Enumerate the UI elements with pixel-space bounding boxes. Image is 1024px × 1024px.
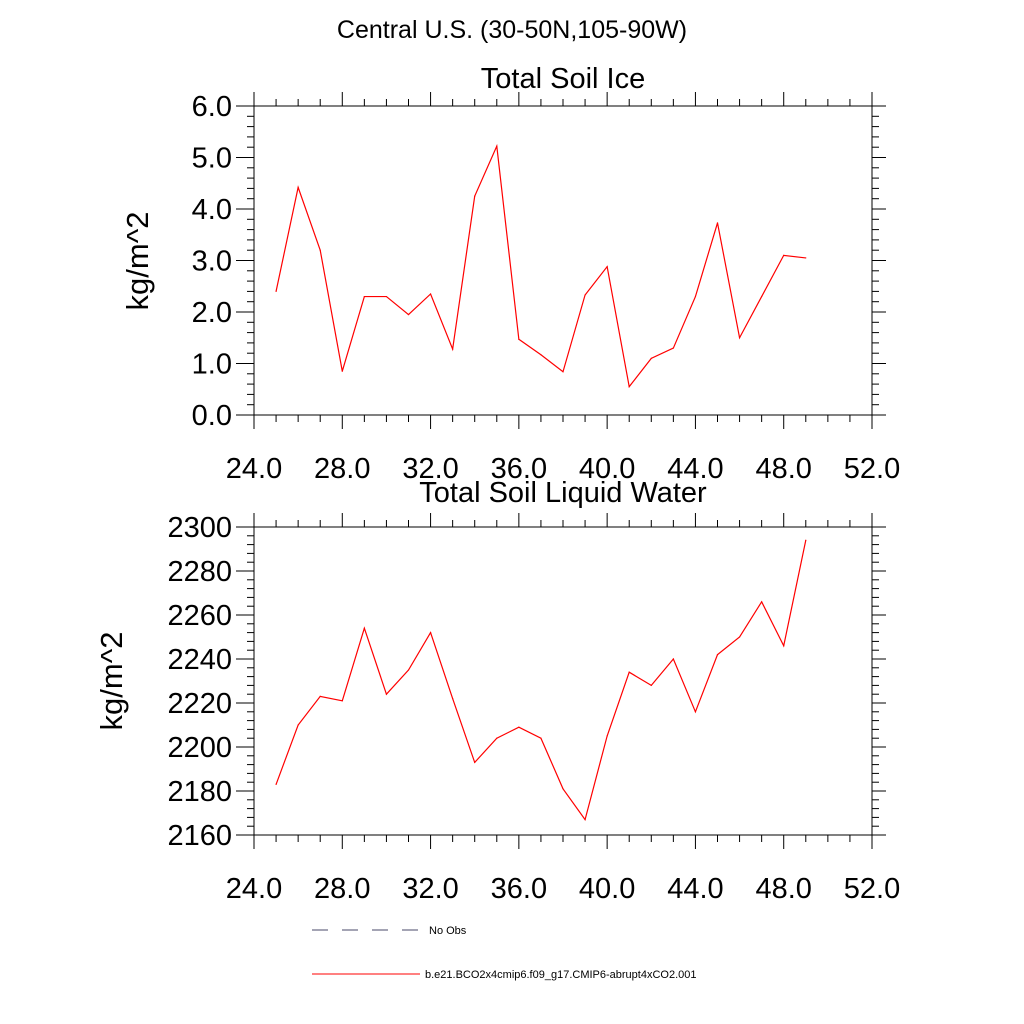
x-tick-label: 32.0 bbox=[402, 873, 458, 905]
data-point bbox=[562, 788, 564, 790]
data-point bbox=[694, 711, 697, 713]
data-point bbox=[783, 254, 785, 256]
x-tick-label: 40.0 bbox=[579, 873, 635, 905]
y-tick-label: 3.0 bbox=[192, 246, 232, 278]
data-point bbox=[385, 693, 388, 695]
x-tick-label: 36.0 bbox=[491, 453, 547, 485]
data-point bbox=[452, 348, 454, 350]
data-point bbox=[738, 636, 741, 638]
data-point bbox=[540, 354, 542, 356]
chart-total-soil-ice: Total Soil Ice kg/m^2 24.0 28.0 32.0 36.0 40.0… bbox=[120, 63, 900, 485]
y-tick-label: 2300 bbox=[167, 512, 232, 544]
y-tick-label: 2180 bbox=[167, 776, 232, 808]
y-tick-label: 2220 bbox=[167, 688, 232, 720]
data-point bbox=[363, 627, 365, 629]
data-point bbox=[650, 357, 652, 359]
data-point bbox=[474, 761, 476, 764]
y-tick-label: 2280 bbox=[167, 556, 232, 588]
data-point bbox=[738, 337, 741, 339]
x-tick-label: 24.0 bbox=[226, 873, 282, 905]
x-tick-label: 44.0 bbox=[667, 873, 723, 905]
data-point bbox=[628, 671, 630, 673]
chart-title: Total Soil Liquid Water bbox=[419, 477, 707, 509]
y-tick-label: 1.0 bbox=[192, 349, 232, 381]
data-point bbox=[540, 737, 542, 739]
x-tick-label: 52.0 bbox=[844, 873, 900, 905]
data-point bbox=[584, 294, 586, 296]
data-point bbox=[716, 654, 719, 656]
data-point bbox=[319, 249, 321, 251]
data-point bbox=[584, 819, 586, 821]
data-point bbox=[562, 371, 564, 373]
data-point bbox=[385, 295, 388, 298]
data-point bbox=[650, 684, 652, 687]
plot-frame bbox=[253, 105, 873, 416]
series-line-total-soil-liquid-water bbox=[275, 540, 807, 821]
data-point bbox=[275, 290, 277, 292]
x-tick-label: 52.0 bbox=[844, 453, 900, 485]
y-tick-label: 2240 bbox=[167, 644, 232, 676]
data-point bbox=[783, 645, 785, 647]
data-point bbox=[518, 338, 520, 340]
data-point bbox=[805, 257, 807, 259]
x-tick-label: 28.0 bbox=[314, 873, 370, 905]
data-point bbox=[429, 293, 432, 295]
data-point bbox=[341, 700, 343, 702]
x-tick-label: 24.0 bbox=[226, 453, 282, 485]
y-tick-label: 0.0 bbox=[192, 400, 232, 432]
legend-label-no-obs: No Obs bbox=[429, 925, 467, 937]
data-point bbox=[628, 386, 630, 388]
y-tick-label: 2260 bbox=[167, 600, 232, 632]
data-point bbox=[518, 726, 520, 728]
chart-total-soil-liquid-water: Total Soil Liquid Water kg/m^2 24.0 28.0 32.… bbox=[94, 477, 900, 905]
data-point bbox=[761, 295, 763, 298]
y-axis-label: kg/m^2 bbox=[94, 632, 129, 731]
series-line-total-soil-ice bbox=[275, 143, 806, 389]
page-title: Central U.S. (30-50N,105-90W) bbox=[336, 16, 688, 44]
legend-label-model-run: b.e21.BCO2x4cmip6.f09_g17.CMIP6-abrupt4x… bbox=[425, 969, 697, 981]
data-point bbox=[496, 737, 498, 739]
x-tick-label: 44.0 bbox=[667, 453, 723, 485]
data-point bbox=[716, 222, 719, 224]
data-point bbox=[694, 295, 697, 298]
x-tick-label: 40.0 bbox=[579, 453, 635, 485]
data-point bbox=[672, 347, 674, 349]
data-point bbox=[407, 669, 410, 671]
data-point bbox=[672, 658, 674, 660]
legend: No Obs b.e21.BCO2x4cmip6.f09_g17.CMIP6-a… bbox=[312, 925, 697, 981]
y-tick-label: 2200 bbox=[167, 732, 232, 764]
data-point bbox=[275, 783, 277, 786]
data-point bbox=[452, 698, 454, 700]
data-point bbox=[297, 724, 299, 726]
y-axis-label: kg/m^2 bbox=[120, 212, 155, 311]
x-tick-label: 48.0 bbox=[755, 873, 811, 905]
y-tick-label: 2160 bbox=[167, 820, 232, 852]
data-point bbox=[297, 186, 299, 188]
data-point bbox=[474, 195, 476, 197]
data-point bbox=[319, 695, 321, 698]
x-tick-label: 32.0 bbox=[402, 453, 458, 485]
data-point bbox=[407, 313, 410, 316]
x-tick-label: 28.0 bbox=[314, 453, 370, 485]
data-point bbox=[496, 145, 498, 147]
data-point bbox=[761, 601, 763, 603]
data-point bbox=[429, 632, 432, 634]
data-point bbox=[363, 295, 365, 298]
y-tick-label: 2.0 bbox=[192, 297, 232, 329]
y-tick-label: 4.0 bbox=[192, 194, 232, 226]
data-point bbox=[606, 735, 608, 737]
y-tick-label: 5.0 bbox=[192, 143, 232, 175]
y-tick-label: 6.0 bbox=[192, 91, 232, 123]
chart-title: Total Soil Ice bbox=[481, 63, 645, 95]
data-point bbox=[805, 539, 807, 541]
data-point bbox=[606, 266, 608, 268]
x-tick-label: 36.0 bbox=[491, 873, 547, 905]
x-tick-label: 48.0 bbox=[755, 453, 811, 485]
data-point bbox=[341, 370, 343, 372]
